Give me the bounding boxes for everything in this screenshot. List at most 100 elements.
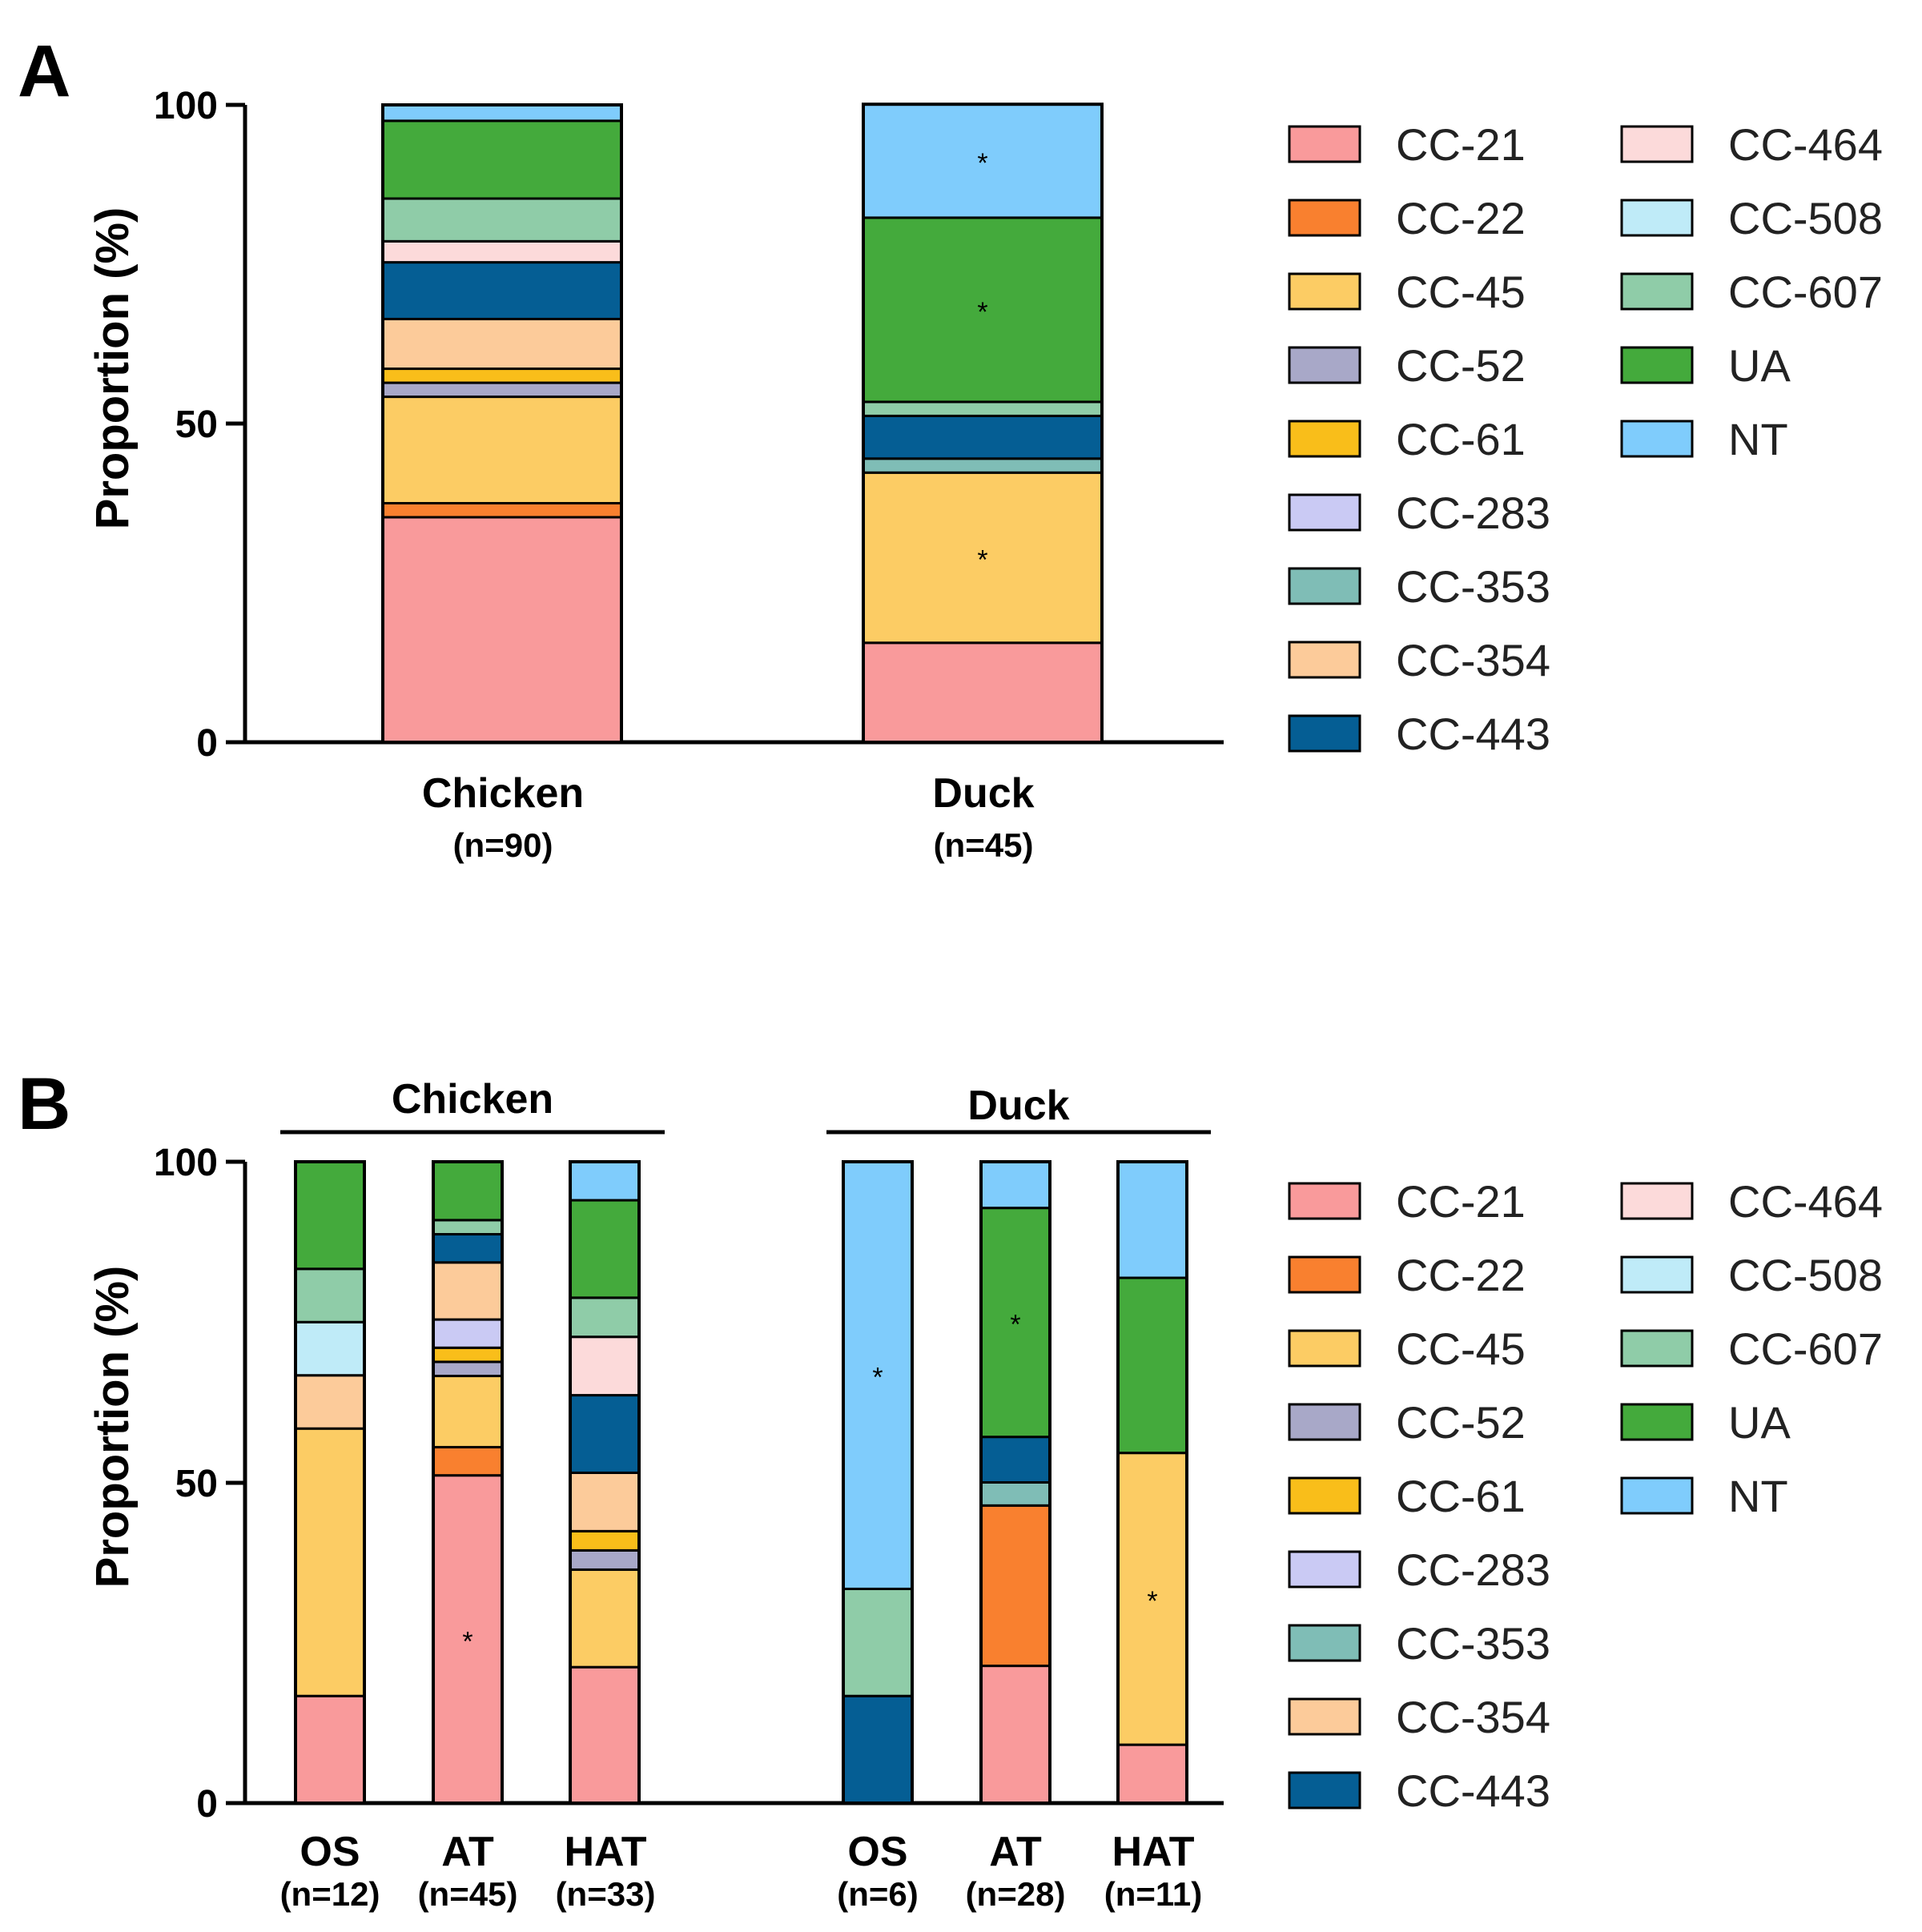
panel-b-legend-swatch-cc-353 bbox=[1288, 1624, 1361, 1662]
panel-b-category-n-duck-at: (n=28) bbox=[966, 1875, 1066, 1913]
bar-segment-panel-b-0-os-ua bbox=[294, 1160, 366, 1271]
bar-segment-panel-b-3-os-cc-443 bbox=[842, 1694, 914, 1805]
bar-segment-panel-b-5-hat-ua bbox=[1116, 1276, 1188, 1455]
panel-a-legend-swatch-cc-52 bbox=[1288, 346, 1361, 384]
bar-segment-panel-b-1-at-cc-45 bbox=[432, 1375, 504, 1448]
panel-a-legend-swatch-cc-61 bbox=[1288, 420, 1361, 458]
panel-b-legend-swatch-ua bbox=[1620, 1403, 1694, 1441]
panel-b-y-axis-label: Proportion (%) bbox=[86, 1266, 139, 1589]
bar-segment-panel-b-0-os-cc-45 bbox=[294, 1427, 366, 1697]
bar-segment-panel-b-2-hat-cc-21 bbox=[569, 1665, 641, 1805]
panel-b-legend-label-cc-61: CC-61 bbox=[1396, 1471, 1526, 1521]
panel-a-legend-swatch-cc-508 bbox=[1620, 199, 1694, 237]
bar-segment-panel-b-2-hat-cc-607 bbox=[569, 1296, 641, 1339]
bar-segment-panel-a-1-duck-cc-607 bbox=[862, 400, 1104, 417]
significance-star-panel-b-3-os-nt: * bbox=[872, 1363, 883, 1393]
panel-b-legend-swatch-cc-45 bbox=[1288, 1329, 1361, 1368]
bar-segment-panel-b-0-os-cc-508 bbox=[294, 1320, 366, 1377]
panel-a-legend-label-cc-354: CC-354 bbox=[1396, 635, 1550, 685]
panel-a-category-label-chicken: Chicken bbox=[422, 770, 584, 817]
bar-segment-panel-b-2-hat-cc-443 bbox=[569, 1394, 641, 1474]
bar-segment-panel-b-1-at-cc-443 bbox=[432, 1233, 504, 1264]
bar-segment-panel-a-0-chicken-cc-45 bbox=[381, 396, 623, 504]
bar-segment-panel-a-1-duck-cc-353 bbox=[862, 457, 1104, 474]
panel-b-legend-swatch-cc-61 bbox=[1288, 1476, 1361, 1515]
bar-segment-panel-a-0-chicken-cc-22 bbox=[381, 502, 623, 519]
panel-b-legend-swatch-nt bbox=[1620, 1476, 1694, 1515]
group-label-duck: Duck bbox=[967, 1082, 1069, 1129]
bar-outline-panel-b-1-at bbox=[432, 1160, 504, 1805]
panel-b-category-n-chicken-hat: (n=33) bbox=[556, 1875, 656, 1913]
panel-b-legend-label-cc-353: CC-353 bbox=[1396, 1618, 1550, 1669]
bar-outline-panel-a-0-chicken bbox=[381, 103, 623, 744]
panel-a: A Proportion (%) 0 50 100 * * * Chicken (n… bbox=[18, 30, 1883, 864]
bar-segment-panel-b-4-at-cc-21 bbox=[979, 1665, 1051, 1805]
bar-outline-panel-a-1-duck bbox=[862, 102, 1104, 745]
bar-segment-panel-b-4-at-cc-353 bbox=[979, 1481, 1051, 1507]
significance-star-panel-b-1-at-cc-21: * bbox=[462, 1626, 472, 1657]
panel-b-legend-swatch-cc-283 bbox=[1288, 1550, 1361, 1589]
bar-segment-panel-b-5-hat-nt bbox=[1116, 1160, 1188, 1279]
panel-b-legend-label-cc-21: CC-21 bbox=[1396, 1176, 1526, 1227]
bar-segment-panel-b-1-at-cc-52 bbox=[432, 1360, 504, 1378]
bar-segment-panel-b-4-at-nt bbox=[979, 1160, 1051, 1210]
bar-outline-panel-b-4-at bbox=[979, 1160, 1051, 1805]
significance-star-panel-a-1-duck-nt: * bbox=[977, 148, 987, 179]
bar-outline-panel-b-2-hat bbox=[569, 1160, 641, 1805]
panel-a-legend-label-cc-22: CC-22 bbox=[1396, 193, 1526, 243]
bar-segment-panel-a-1-duck-cc-443 bbox=[862, 414, 1104, 460]
panel-b-legend-swatch-cc-464 bbox=[1620, 1182, 1694, 1220]
panel-a-y-axis-label: Proportion (%) bbox=[86, 207, 139, 530]
panel-a-legend-label-cc-607: CC-607 bbox=[1728, 267, 1883, 317]
bar-outline-panel-b-0-os bbox=[294, 1160, 366, 1805]
bar-segment-panel-b-2-hat-cc-354 bbox=[569, 1471, 641, 1532]
panel-b-legend-swatch-cc-354 bbox=[1288, 1697, 1361, 1736]
panel-b: B Proportion (%) 0 50 100 Chicken Duck *… bbox=[18, 1063, 1883, 1913]
panel-a-category-label-duck: Duck bbox=[932, 770, 1034, 817]
significance-star-panel-b-4-at-ua: * bbox=[1010, 1310, 1020, 1340]
bar-segment-panel-b-1-at-cc-61 bbox=[432, 1346, 504, 1364]
panel-b-legend-label-cc-607: CC-607 bbox=[1728, 1323, 1883, 1374]
panel-a-legend-swatch-cc-21 bbox=[1288, 125, 1361, 163]
panel-a-legend-label-cc-283: CC-283 bbox=[1396, 488, 1550, 538]
panel-a-legend: CC-21 CC-22 CC-45 CC-52 CC-61 CC-283 CC-353 CC-… bbox=[1288, 119, 1883, 759]
bar-segment-panel-b-0-os-cc-354 bbox=[294, 1374, 366, 1430]
bar-segment-panel-b-2-hat-nt bbox=[569, 1160, 641, 1202]
panel-b-legend-label-nt: NT bbox=[1728, 1471, 1788, 1521]
bar-segment-panel-b-1-at-cc-607 bbox=[432, 1219, 504, 1236]
panel-b-legend-label-cc-45: CC-45 bbox=[1396, 1323, 1526, 1374]
panel-b-category-n-chicken-at: (n=45) bbox=[418, 1875, 518, 1913]
panel-a-legend-label-cc-21: CC-21 bbox=[1396, 119, 1526, 170]
panel-a-legend-swatch-cc-22 bbox=[1288, 199, 1361, 237]
panel-a-legend-label-nt: NT bbox=[1728, 414, 1788, 464]
bar-segment-panel-b-1-at-cc-22 bbox=[432, 1445, 504, 1477]
panel-a-legend-swatch-cc-353 bbox=[1288, 567, 1361, 605]
panel-b-legend-label-cc-283: CC-283 bbox=[1396, 1544, 1550, 1595]
bar-segment-panel-b-0-os-cc-21 bbox=[294, 1694, 366, 1805]
panel-b-category-n-duck-os: (n=6) bbox=[837, 1875, 919, 1913]
panel-b-legend-swatch-cc-52 bbox=[1288, 1403, 1361, 1441]
panel-a-legend-swatch-cc-607 bbox=[1620, 272, 1694, 311]
panel-b-legend-label-cc-443: CC-443 bbox=[1396, 1765, 1550, 1816]
panel-a-category-n-chicken: (n=90) bbox=[453, 826, 553, 864]
bar-segment-panel-b-2-hat-cc-52 bbox=[569, 1548, 641, 1571]
panel-b-letter: B bbox=[18, 1063, 70, 1145]
panel-a-y-tick-label-50: 50 bbox=[175, 404, 218, 446]
panel-a-bars: * * * bbox=[381, 102, 1104, 745]
bar-segment-panel-b-4-at-cc-22 bbox=[979, 1504, 1051, 1668]
significance-star-panel-b-5-hat-cc-45: * bbox=[1147, 1586, 1157, 1617]
bar-segment-panel-a-0-chicken-cc-464 bbox=[381, 239, 623, 264]
bar-segment-panel-b-0-os-cc-607 bbox=[294, 1267, 366, 1323]
bar-outline-panel-b-3-os bbox=[842, 1160, 914, 1805]
bar-segment-panel-a-0-chicken-cc-52 bbox=[381, 381, 623, 399]
bar-segment-panel-b-2-hat-cc-45 bbox=[569, 1568, 641, 1669]
panel-b-legend-label-cc-354: CC-354 bbox=[1396, 1692, 1550, 1742]
panel-b-category-label-chicken-hat: HAT bbox=[564, 1829, 646, 1875]
bar-segment-panel-a-0-chicken-cc-607 bbox=[381, 197, 623, 243]
bar-segment-panel-b-2-hat-cc-61 bbox=[569, 1529, 641, 1552]
panel-a-legend-label-cc-353: CC-353 bbox=[1396, 561, 1550, 612]
panel-b-bars: * * * * bbox=[294, 1160, 1188, 1805]
panel-a-legend-swatch-cc-45 bbox=[1288, 272, 1361, 311]
panel-a-legend-swatch-cc-354 bbox=[1288, 641, 1361, 679]
